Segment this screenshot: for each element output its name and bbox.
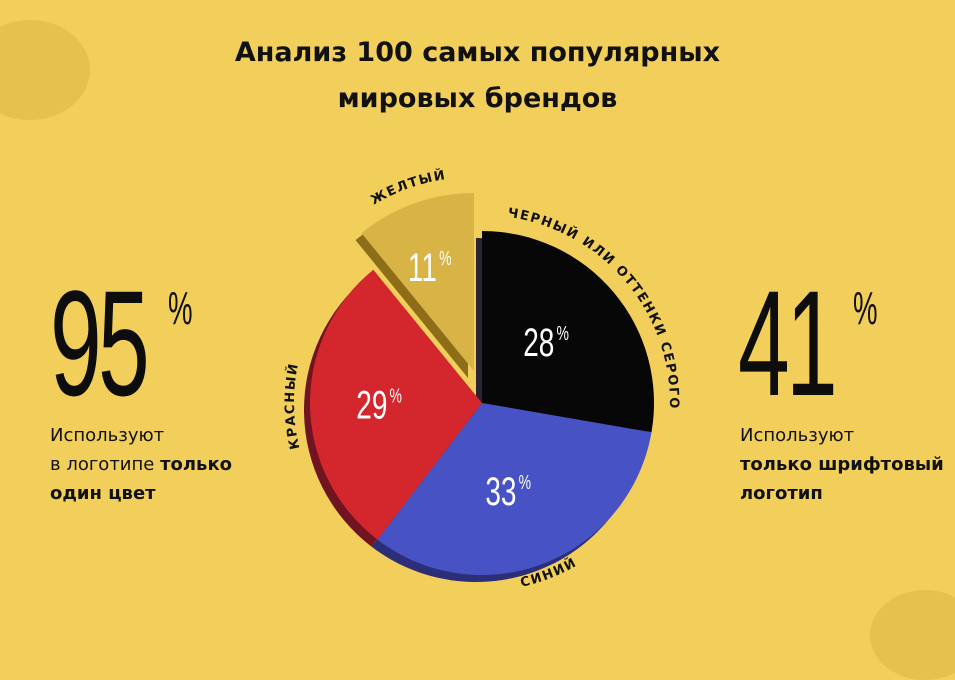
slice-value-label-3: 11% [408,246,452,290]
slice-category-label-2: КРАСНЫЙ [283,361,303,450]
right-stat-unit: % [853,282,878,334]
pie-slice-2 [310,269,482,540]
left-desc-line-2: в логотипе только [50,450,232,479]
slice-value-label-0: 28% [523,321,569,365]
pie-slice-1 [377,403,652,575]
pie-slice-0 [482,231,654,433]
right-desc-line-2-bold: только шрифтовый [740,454,944,475]
slice-value-0: 28 [523,321,554,365]
slice-value-unit-2: % [390,384,402,407]
slice-value-label-1: 33% [485,470,531,514]
slice-value-unit-0: % [556,322,568,345]
left-stat-unit: % [168,282,193,334]
left-desc-line-2-bold: только [160,454,233,475]
pie-slice-3 [361,193,474,371]
right-desc-line-2: только шрифтовый [740,450,944,479]
right-desc-line-1: Используют [740,425,855,446]
slice-value-2: 29 [356,384,387,428]
left-desc-line-3: один цвет [50,479,232,508]
right-stat-value: 41 [738,259,838,427]
right-desc-line-3: логотип [740,479,944,508]
left-desc-line-2-normal: в логотипе [50,454,161,475]
left-desc-line-1: Используют [50,425,165,446]
slice-value-label-2: 29% [356,384,402,428]
slice-value-1: 33 [485,470,516,514]
left-stat-value: 95 [50,259,150,427]
chart-title: Анализ 100 самых популярных мировых брен… [0,30,955,122]
title-line-1: Анализ 100 самых популярных [234,37,721,68]
slice-value-unit-3: % [439,247,451,270]
right-stat-description: Используют только шрифтовый логотип [740,421,944,508]
title-line-2: мировых брендов [337,83,618,114]
left-stat-description: Используют в логотипе только один цвет [50,421,232,508]
right-desc-line-3-bold: логотип [740,483,823,504]
left-desc-line-3-bold: один цвет [50,483,156,504]
slice-value-3: 11 [408,246,437,290]
slice-value-unit-1: % [519,471,531,494]
